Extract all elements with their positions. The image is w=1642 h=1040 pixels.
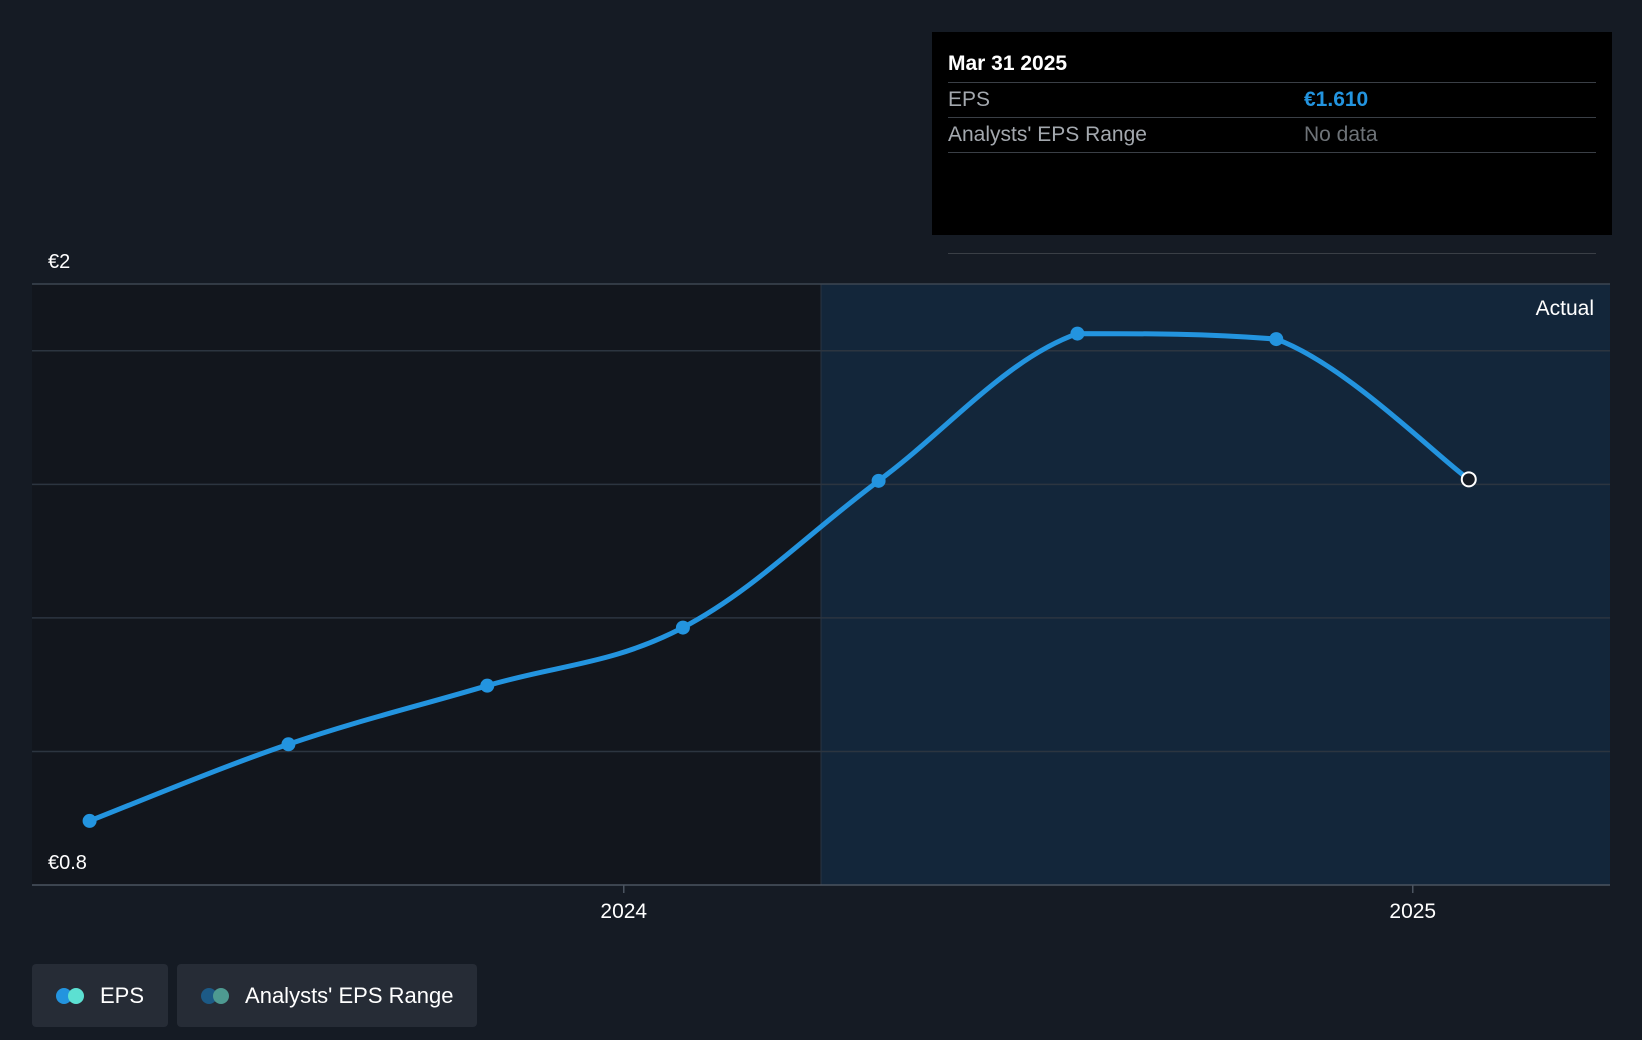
past-region [32,284,821,885]
eps-point-4 [675,620,690,635]
actual-label: Actual [1536,297,1594,320]
tooltip-range-row: Analysts' EPS Range No data [948,118,1596,153]
y-tick-label-top: €2 [48,251,70,273]
actual-region [821,284,1610,885]
eps-point-1 [82,813,97,828]
eps-point-2 [281,737,296,752]
y-tick-label-bottom: €0.8 [48,852,87,874]
eps-series-line [87,331,1472,824]
x-tick-label-2024: 2024 [600,900,647,923]
legend-eps-button[interactable]: EPS [32,964,169,1027]
legend-range-button[interactable]: Analysts' EPS Range [177,964,478,1027]
eps-point-3 [480,678,495,693]
tooltip-date: Mar 31 2025 [948,46,1596,83]
chart-tooltip: Mar 31 2025 EPS €1.610 Analysts' EPS Ran… [932,32,1612,254]
eps-legend-dot-b [68,987,84,1004]
legend: EPS Analysts' EPS Range [32,964,478,1027]
tooltip-eps-row: EPS €1.610 [948,83,1596,118]
tooltip-range-value: No data [1304,123,1378,146]
range-legend-dot-b [213,987,230,1004]
eps-point-6 [1070,326,1085,341]
x-tick-label-2025: 2025 [1389,900,1436,923]
legend-range-label: Analysts' EPS Range [245,982,454,1008]
tooltip-eps-label: EPS [948,88,991,111]
eps-point-7 [1269,332,1284,347]
range-legend-icon [201,987,231,1004]
legend-eps-label: EPS [100,982,145,1008]
tooltip-eps-value: €1.610 [1304,88,1369,111]
tooltip-spacer [948,153,1596,254]
eps-highlight-point [1460,471,1477,488]
tooltip-range-label: Analysts' EPS Range [948,123,1147,146]
eps-point-5 [871,473,886,488]
eps-legend-icon [56,987,86,1004]
